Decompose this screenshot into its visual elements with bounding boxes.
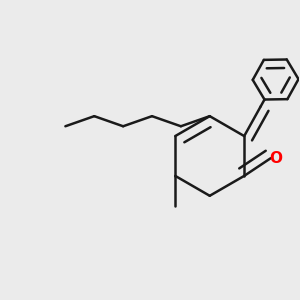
Text: O: O bbox=[269, 151, 282, 166]
